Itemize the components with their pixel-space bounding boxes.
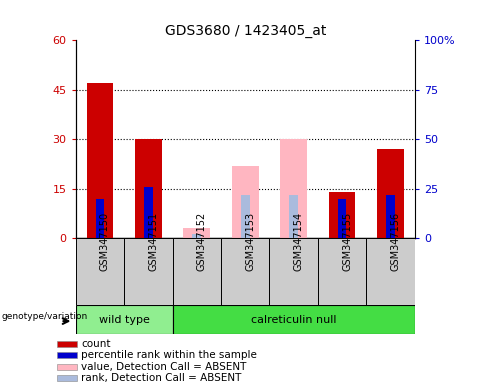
Title: GDS3680 / 1423405_at: GDS3680 / 1423405_at xyxy=(164,24,326,38)
Bar xyxy=(241,195,249,238)
Bar xyxy=(173,305,415,334)
Bar xyxy=(280,139,307,238)
Text: rank, Detection Call = ABSENT: rank, Detection Call = ABSENT xyxy=(81,373,242,383)
Text: GSM347156: GSM347156 xyxy=(390,212,401,271)
Bar xyxy=(192,234,201,238)
Text: GSM347151: GSM347151 xyxy=(148,212,158,271)
Text: GSM347152: GSM347152 xyxy=(197,212,207,271)
Text: percentile rank within the sample: percentile rank within the sample xyxy=(81,350,257,360)
Bar xyxy=(232,166,259,238)
Bar xyxy=(338,199,346,238)
Bar xyxy=(76,238,124,305)
Bar xyxy=(221,238,269,305)
Bar xyxy=(86,83,113,238)
Bar xyxy=(58,364,77,370)
Text: GSM347155: GSM347155 xyxy=(342,212,352,271)
Bar xyxy=(173,238,221,305)
Bar xyxy=(124,238,173,305)
Text: GSM347154: GSM347154 xyxy=(294,212,304,271)
Bar xyxy=(289,195,298,238)
Bar xyxy=(76,305,173,334)
Text: genotype/variation: genotype/variation xyxy=(1,312,88,321)
Bar xyxy=(366,238,415,305)
Bar xyxy=(58,352,77,358)
Bar xyxy=(318,238,366,305)
Text: count: count xyxy=(81,339,110,349)
Bar xyxy=(329,192,355,238)
Text: value, Detection Call = ABSENT: value, Detection Call = ABSENT xyxy=(81,362,246,372)
Bar xyxy=(183,228,210,238)
Text: GSM347153: GSM347153 xyxy=(245,212,255,271)
Bar xyxy=(58,341,77,347)
Bar xyxy=(58,375,77,381)
Bar xyxy=(377,149,404,238)
Text: wild type: wild type xyxy=(99,314,149,325)
Bar xyxy=(96,199,104,238)
Text: calreticulin null: calreticulin null xyxy=(251,314,336,325)
Bar xyxy=(144,187,153,238)
Bar xyxy=(269,238,318,305)
Bar xyxy=(135,139,162,238)
Text: GSM347150: GSM347150 xyxy=(100,212,110,271)
Bar xyxy=(386,195,395,238)
